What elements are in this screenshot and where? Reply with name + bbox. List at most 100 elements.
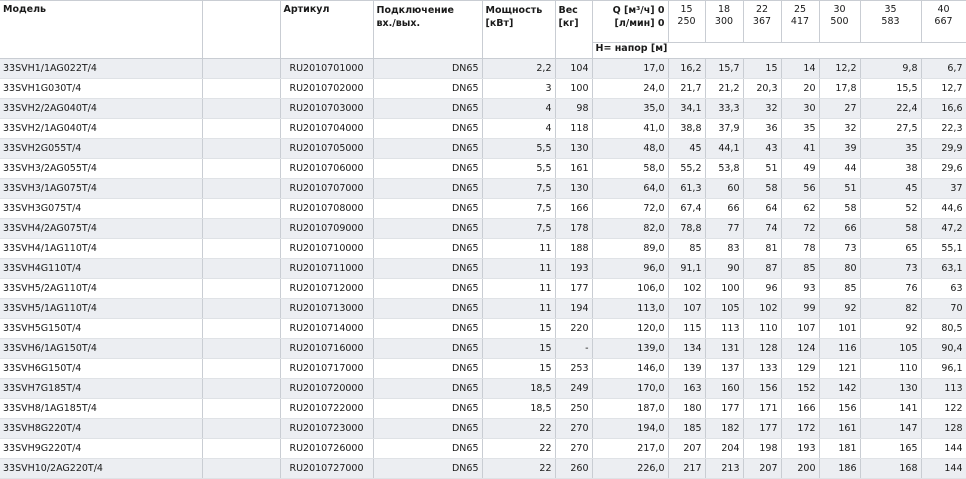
head-cell: 29,9 (921, 138, 966, 159)
article-cell: RU2010701000 (280, 58, 374, 79)
head-cell: 141 (860, 398, 922, 419)
power-cell: 5,5 (482, 158, 556, 179)
head-cell: 47,2 (921, 218, 966, 239)
head-cell: 76 (860, 278, 922, 299)
article-cell: RU2010726000 (280, 438, 374, 459)
head-cell: 80,5 (921, 318, 966, 339)
head-cell: 193 (781, 438, 820, 459)
model-cell: 33SVH3G075T/4 (0, 198, 203, 219)
head-cell: 85 (781, 258, 820, 279)
head-cell: 207 (743, 458, 782, 479)
head-cell: 122 (921, 398, 966, 419)
head-cell: 58 (819, 198, 861, 219)
head-cell: 27 (819, 98, 861, 119)
article-cell: RU2010712000 (280, 278, 374, 299)
model-cell: 33SVH4G110T/4 (0, 258, 203, 279)
blank-cell (202, 118, 281, 139)
article-cell: RU2010705000 (280, 138, 374, 159)
header-flow-point: 30 500 (819, 0, 861, 43)
head-cell: 217 (668, 458, 706, 479)
connection-cell: DN65 (373, 318, 483, 339)
blank-cell (202, 358, 281, 379)
article-cell: RU2010713000 (280, 298, 374, 319)
article-cell: RU2010707000 (280, 178, 374, 199)
table-row: 33SVH1/1AG022T/4 RU2010701000 DN65 2,2 104 17… (0, 58, 966, 79)
weight-cell: 249 (555, 378, 593, 399)
head-cell: 131 (705, 338, 744, 359)
head-cell: 144 (921, 438, 966, 459)
head-cell: 45 (860, 178, 922, 199)
weight-cell: 130 (555, 178, 593, 199)
head-cell: 90,4 (921, 338, 966, 359)
head-cell: 22,3 (921, 118, 966, 139)
head-cell: 77 (705, 218, 744, 239)
table-row: 33SVH4/1AG110T/4 RU2010710000 DN65 11 188 89,… (0, 238, 966, 259)
head-cell: 58 (743, 178, 782, 199)
head-cell: 78,8 (668, 218, 706, 239)
head-cell: 62 (781, 198, 820, 219)
head-cell: 33,3 (705, 98, 744, 119)
head-cell: 9,8 (860, 58, 922, 79)
header-text: Мощность (485, 5, 543, 16)
head-cell: 181 (819, 438, 861, 459)
connection-cell: DN65 (373, 158, 483, 179)
flow-lmin: 500 (830, 16, 849, 27)
header-blank (202, 0, 281, 59)
head-cell: 182 (705, 418, 744, 439)
head-cell: 85 (668, 238, 706, 259)
head-cell: 180 (668, 398, 706, 419)
header-model: Модель (0, 0, 203, 59)
head-cell: 99 (781, 298, 820, 319)
connection-cell: DN65 (373, 258, 483, 279)
power-cell: 22 (482, 418, 556, 439)
weight-cell: 193 (555, 258, 593, 279)
head-cell: 134 (668, 338, 706, 359)
header-text: [кВт] (485, 18, 514, 29)
weight-cell: 270 (555, 438, 593, 459)
head-cell: 20,3 (743, 78, 782, 99)
header-flow: Q [м³/ч] 0 [л/мин] 0 (592, 0, 669, 43)
table-row: 33SVH6/1AG150T/4 RU2010716000 DN65 15-139,0… (0, 338, 966, 359)
head-cell: 177 (743, 418, 782, 439)
head-cell: 60 (705, 178, 744, 199)
head-cell: 67,4 (668, 198, 706, 219)
blank-cell (202, 198, 281, 219)
head-cell: 48,0 (592, 138, 669, 159)
head-cell: 16,2 (668, 58, 706, 79)
weight-cell: 104 (555, 58, 593, 79)
connection-cell: DN65 (373, 378, 483, 399)
model-cell: 33SVH5/1AG110T/4 (0, 298, 203, 319)
header-text: Подключение (376, 5, 454, 16)
head-cell: 58 (860, 218, 922, 239)
head-cell: 106,0 (592, 278, 669, 299)
head-cell: 14 (781, 58, 820, 79)
head-cell: 102 (743, 298, 782, 319)
weight-cell: 178 (555, 218, 593, 239)
head-cell: 102 (668, 278, 706, 299)
power-cell: 18,5 (482, 398, 556, 419)
head-cell: 124 (781, 338, 820, 359)
head-cell: 194,0 (592, 418, 669, 439)
blank-cell (202, 398, 281, 419)
model-cell: 33SVH2G055T/4 (0, 138, 203, 159)
model-cell: 33SVH1/1AG022T/4 (0, 58, 203, 79)
table-row: 33SVH3/2AG055T/4 RU2010706000 DN65 5,5 161 58… (0, 158, 966, 179)
head-cell: 64,0 (592, 178, 669, 199)
head-cell: 172 (781, 418, 820, 439)
connection-cell: DN65 (373, 398, 483, 419)
model-cell: 33SVH1G030T/4 (0, 78, 203, 99)
article-cell: RU2010717000 (280, 358, 374, 379)
power-cell: 11 (482, 238, 556, 259)
head-cell: 63,1 (921, 258, 966, 279)
article-cell: RU2010710000 (280, 238, 374, 259)
article-cell: RU2010716000 (280, 338, 374, 359)
model-cell: 33SVH4/2AG075T/4 (0, 218, 203, 239)
head-cell: 72,0 (592, 198, 669, 219)
header-article: Артикул (280, 0, 374, 59)
head-cell: 37,9 (705, 118, 744, 139)
head-cell: 39 (819, 138, 861, 159)
blank-cell (202, 418, 281, 439)
blank-cell (202, 338, 281, 359)
blank-cell (202, 258, 281, 279)
table-row: 33SVH5G150T/4 RU2010714000 DN65 15 220 120,0 1… (0, 318, 966, 339)
